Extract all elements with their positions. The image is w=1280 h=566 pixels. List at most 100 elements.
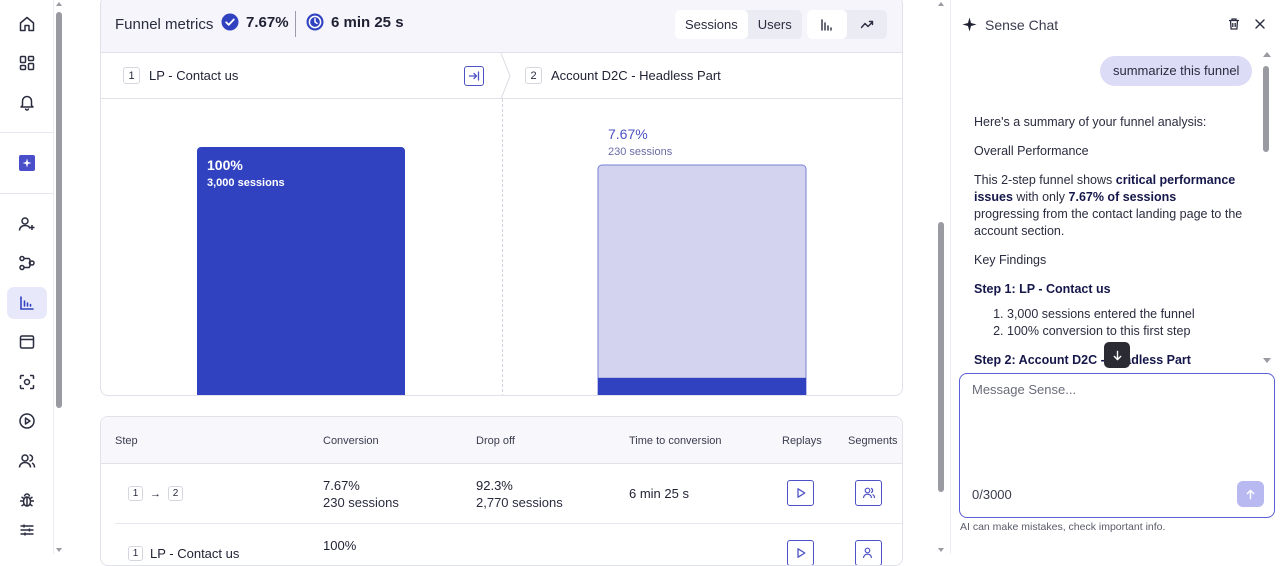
conversion-sessions: 230 sessions bbox=[323, 495, 399, 510]
sense-ai-icon bbox=[19, 155, 35, 171]
funnel-chart-icon bbox=[20, 296, 34, 310]
rail-divider bbox=[0, 193, 54, 194]
toggle-users[interactable]: Users bbox=[757, 17, 792, 32]
table-header: Step Conversion Drop off Time to convers… bbox=[101, 417, 902, 464]
nav-sense-ai[interactable] bbox=[7, 147, 47, 179]
chat-scroll-down[interactable] bbox=[1263, 358, 1271, 363]
watch-replays-button[interactable] bbox=[787, 480, 814, 506]
funnel-metrics-bar: Funnel metrics 7.67% 6 min 25 s Sessions… bbox=[101, 0, 902, 53]
funnel-dropoff-area-step-2[interactable] bbox=[597, 164, 807, 396]
rail-scrollbar[interactable] bbox=[56, 12, 62, 408]
chat-scroll-up[interactable] bbox=[1263, 52, 1271, 57]
browser-window-icon bbox=[19, 335, 35, 349]
chart-type-toggle bbox=[807, 10, 887, 39]
main-scroll-up[interactable] bbox=[938, 2, 944, 6]
watch-replays-button[interactable] bbox=[787, 540, 814, 565]
funnel-bar-step-1[interactable] bbox=[197, 147, 405, 396]
bar-label-sessions-step-1: 3,000 sessions bbox=[207, 177, 285, 189]
column-replays: Replays bbox=[782, 435, 822, 447]
funnel-card: Funnel metrics 7.67% 6 min 25 s Sessions… bbox=[100, 0, 903, 396]
journeys-icon bbox=[19, 255, 35, 271]
step-transition: 1 → 2 bbox=[128, 486, 183, 501]
nav-dashboards[interactable] bbox=[7, 47, 47, 79]
nav-journeys[interactable] bbox=[7, 247, 47, 279]
sessions-users-toggle: Sessions Users bbox=[675, 10, 802, 39]
trend-chart-icon bbox=[860, 20, 874, 28]
play-icon bbox=[796, 488, 805, 498]
response-overall-heading: Overall Performance bbox=[974, 144, 1089, 158]
conversion-rate: 7.67% bbox=[323, 478, 360, 493]
left-nav-rail bbox=[0, 0, 54, 554]
nav-notifications[interactable] bbox=[7, 86, 47, 118]
rail-scroll-down[interactable] bbox=[56, 548, 62, 552]
chat-scrollbar[interactable] bbox=[1263, 66, 1269, 152]
nav-home[interactable] bbox=[7, 8, 47, 40]
response-step1-heading: Step 1: LP - Contact us bbox=[974, 282, 1111, 296]
time-to-conversion: 6 min 25 s bbox=[629, 486, 689, 501]
dropoff-sessions: 2,770 sessions bbox=[476, 495, 563, 510]
step-header-1[interactable]: 1 LP - Contact us bbox=[123, 67, 238, 84]
expand-step-button[interactable] bbox=[464, 66, 484, 86]
response-overall-text: This 2-step funnel shows critical perfor… bbox=[974, 173, 1243, 238]
table-row: 1 → 2 7.67% 230 sessions 92.3% 2,770 ses… bbox=[115, 464, 902, 524]
create-segment-button[interactable] bbox=[855, 480, 882, 506]
bar-label-percent-step-2: 7.67% bbox=[608, 126, 648, 142]
column-dropoff: Drop off bbox=[476, 435, 515, 447]
list-item: 100% conversion to this first step bbox=[1007, 323, 1244, 340]
character-count: 0/3000 bbox=[972, 487, 1012, 502]
funnel-metrics-label: Funnel metrics bbox=[115, 16, 214, 33]
play-icon bbox=[796, 548, 805, 558]
nav-heatmaps[interactable] bbox=[7, 366, 47, 398]
step-number: 1 bbox=[128, 486, 143, 501]
nav-users[interactable] bbox=[7, 445, 47, 477]
list-item: 3,000 sessions entered the funnel bbox=[1007, 306, 1244, 323]
time-metric: 6 min 25 s bbox=[306, 13, 404, 31]
step-chevron-separator bbox=[500, 53, 511, 99]
main-scroll-down[interactable] bbox=[938, 548, 944, 552]
assistant-message: Here's a summary of your funnel analysis… bbox=[974, 114, 1244, 370]
step-header-2[interactable]: 2 Account D2C - Headless Part bbox=[525, 67, 721, 84]
ai-disclaimer: AI can make mistakes, check important in… bbox=[960, 521, 1166, 533]
users-icon bbox=[862, 547, 872, 559]
trend-view-button[interactable] bbox=[847, 10, 887, 39]
response-findings-heading: Key Findings bbox=[974, 253, 1047, 267]
create-segment-button[interactable] bbox=[855, 540, 882, 565]
conversion-metric: 7.67% bbox=[221, 13, 289, 31]
column-step: Step bbox=[115, 435, 138, 447]
sense-chat-panel: Sense Chat summarize this funnel Here's … bbox=[950, 0, 1280, 554]
step-number: 2 bbox=[525, 67, 542, 84]
conversion-value: 7.67% bbox=[246, 13, 289, 31]
send-button[interactable] bbox=[1237, 481, 1264, 507]
trash-icon[interactable] bbox=[1227, 17, 1241, 31]
sliders-icon bbox=[20, 524, 34, 536]
home-icon bbox=[19, 16, 35, 32]
bar-view-button[interactable] bbox=[807, 10, 847, 39]
arrow-right-icon: → bbox=[150, 487, 161, 500]
bar-label-sessions-step-2: 230 sessions bbox=[608, 146, 673, 158]
toggle-sessions[interactable]: Sessions bbox=[675, 10, 748, 39]
message-input[interactable] bbox=[972, 382, 1262, 472]
main-scrollbar[interactable] bbox=[938, 222, 944, 492]
scroll-to-bottom-button[interactable] bbox=[1104, 342, 1130, 368]
funnel-bar-step-2[interactable] bbox=[598, 377, 806, 396]
metrics-divider bbox=[295, 11, 296, 37]
arrow-to-right-icon bbox=[468, 71, 480, 81]
response-step2-heading: Step 2: Account D2C - Headless Part bbox=[974, 353, 1191, 367]
arrow-down-icon bbox=[1113, 350, 1121, 360]
nav-funnels[interactable] bbox=[7, 287, 47, 319]
funnel-steps-table: Step Conversion Drop off Time to convers… bbox=[100, 416, 903, 566]
rail-divider bbox=[0, 132, 54, 133]
close-icon[interactable] bbox=[1253, 17, 1267, 31]
nav-replays[interactable] bbox=[7, 405, 47, 437]
nav-add-user[interactable] bbox=[7, 208, 47, 240]
nav-settings[interactable] bbox=[7, 514, 47, 546]
rail-scroll-up[interactable] bbox=[56, 2, 62, 6]
chat-title: Sense Chat bbox=[985, 17, 1059, 33]
funnel-chart-svg bbox=[197, 147, 807, 396]
bar-label-percent-step-1: 100% bbox=[207, 157, 243, 173]
nav-errors[interactable] bbox=[7, 484, 47, 516]
nav-pages[interactable] bbox=[7, 326, 47, 358]
column-conversion: Conversion bbox=[323, 435, 379, 447]
step-name: LP - Contact us bbox=[149, 68, 239, 83]
add-user-icon bbox=[18, 217, 35, 231]
